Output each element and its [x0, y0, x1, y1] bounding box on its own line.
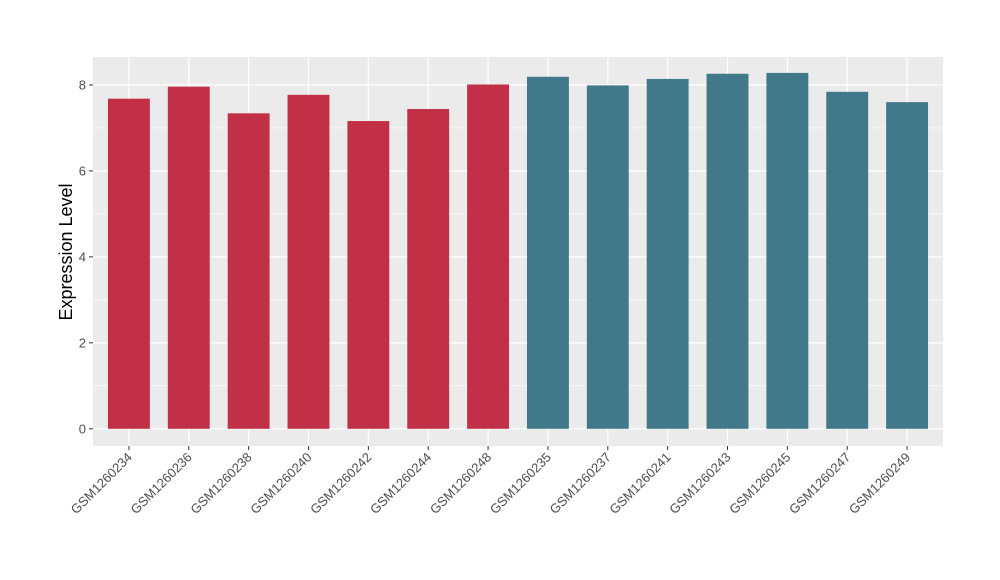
bar-GSM1260241 [646, 78, 689, 429]
bar-GSM1260236 [167, 86, 210, 429]
bar-GSM1260234 [107, 98, 150, 429]
x-tick-label: GSM1260235 [487, 450, 554, 517]
x-tick-label: GSM1260238 [187, 450, 254, 517]
y-axis: 0 2 4 6 8 [79, 77, 93, 436]
bar-GSM1260243 [706, 73, 749, 429]
x-tick-label: GSM1260234 [68, 450, 135, 517]
bar-GSM1260237 [586, 85, 629, 429]
x-axis: GSM1260234GSM1260236GSM1260238GSM1260240… [68, 446, 913, 517]
bar-GSM1260249 [886, 102, 929, 429]
x-tick-label: GSM1260241 [606, 450, 673, 517]
x-tick-label: GSM1260236 [128, 450, 195, 517]
bar-GSM1260247 [826, 91, 869, 429]
bar-GSM1260235 [526, 76, 569, 429]
bar-GSM1260245 [766, 72, 809, 429]
y-axis-title: Expression Level [56, 183, 76, 320]
x-tick-label: GSM1260237 [547, 450, 614, 517]
x-tick-label: GSM1260248 [427, 450, 494, 517]
bar-GSM1260240 [287, 94, 330, 429]
panel-background [93, 57, 943, 446]
x-tick-label: GSM1260244 [367, 450, 434, 517]
y-tick-label: 4 [79, 249, 86, 264]
x-tick-label: GSM1260240 [247, 450, 314, 517]
bar-GSM1260238 [227, 113, 270, 429]
y-tick-label: 2 [79, 335, 86, 350]
bar-GSM1260242 [347, 121, 390, 429]
x-tick-label: GSM1260245 [726, 450, 793, 517]
y-tick-label: 0 [79, 421, 86, 436]
y-tick-label: 8 [79, 77, 86, 92]
x-tick-label: GSM1260242 [307, 450, 374, 517]
y-tick-label: 6 [79, 163, 86, 178]
bars-group [107, 72, 929, 429]
bar-GSM1260248 [467, 84, 510, 429]
bar-GSM1260244 [407, 109, 450, 429]
x-tick-label: GSM1260249 [846, 450, 913, 517]
x-tick-label: GSM1260247 [786, 450, 853, 517]
x-tick-label: GSM1260243 [666, 450, 733, 517]
